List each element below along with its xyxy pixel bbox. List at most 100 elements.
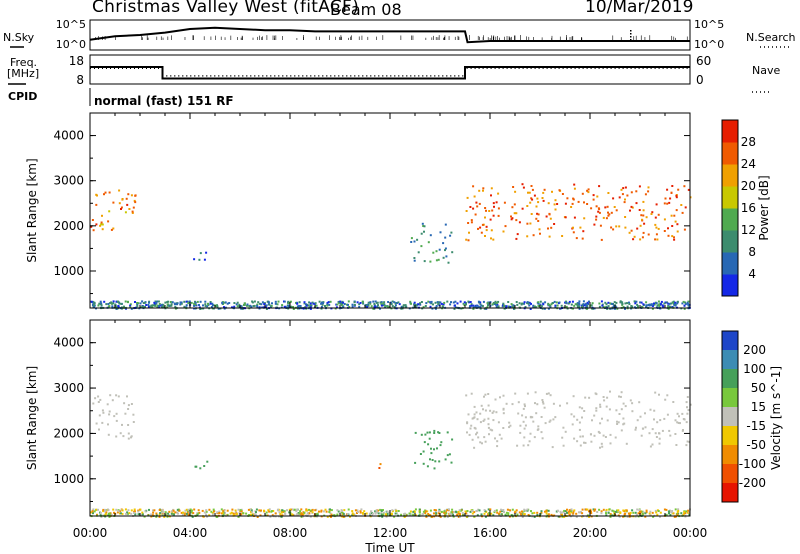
echo-cell xyxy=(503,304,506,307)
echo-cell xyxy=(217,307,220,310)
echo-cell xyxy=(286,509,288,512)
echo-cell xyxy=(380,512,383,515)
echo-cell xyxy=(642,214,645,217)
nsky-label: N.Sky xyxy=(3,31,35,44)
echo-cell xyxy=(558,301,561,304)
echo-cell xyxy=(477,436,480,439)
echo-cell xyxy=(477,508,480,511)
echo-cell xyxy=(659,302,662,305)
velocity-colorbar-tick: 100 xyxy=(743,362,766,376)
echo-cell xyxy=(101,214,103,217)
echo-cell xyxy=(496,303,499,306)
echo-cell xyxy=(109,394,112,397)
echo-cell xyxy=(251,301,254,304)
echo-cell xyxy=(604,436,607,438)
echo-cell xyxy=(581,508,584,511)
echo-cell xyxy=(144,301,147,304)
echo-cell xyxy=(250,305,253,308)
echo-cell xyxy=(436,301,439,304)
echo-cell xyxy=(386,510,389,513)
echo-cell xyxy=(541,197,544,199)
echo-cell xyxy=(502,509,505,511)
echo-cell xyxy=(599,446,601,449)
echo-cell xyxy=(169,301,172,303)
echo-cell xyxy=(329,512,332,515)
echo-cell xyxy=(166,515,169,518)
echo-cell xyxy=(536,197,539,200)
echo-cell xyxy=(124,211,127,214)
echo-cell xyxy=(229,512,232,515)
echo-cell xyxy=(161,514,164,517)
velocity-colorbar-tick: -100 xyxy=(739,457,766,471)
echo-cell xyxy=(541,399,544,401)
echo-cell xyxy=(673,236,675,239)
echo-cell xyxy=(118,302,121,305)
echo-cell xyxy=(484,440,487,443)
echo-cell xyxy=(563,509,566,512)
echo-cell xyxy=(568,513,571,516)
echo-cell xyxy=(677,188,680,191)
echo-cell xyxy=(477,300,480,303)
echo-cell xyxy=(655,233,658,236)
echo-cell xyxy=(185,300,188,303)
echo-cell xyxy=(97,304,100,307)
echo-cell xyxy=(424,433,427,436)
echo-cell xyxy=(112,300,115,303)
echo-cell xyxy=(386,512,389,515)
echo-cell xyxy=(511,403,514,406)
echo-cell xyxy=(626,302,628,305)
echo-cell xyxy=(413,259,416,262)
echo-cell xyxy=(542,402,545,405)
echo-cell xyxy=(437,431,440,434)
echo-cell xyxy=(276,303,279,306)
ytick-label: 4000 xyxy=(53,336,84,350)
echo-cell xyxy=(578,406,581,409)
echo-cell xyxy=(587,303,590,305)
echo-cell xyxy=(420,301,423,303)
echo-cell xyxy=(127,404,130,407)
echo-cell xyxy=(193,258,196,261)
echo-cell xyxy=(578,421,581,424)
echo-cell xyxy=(477,305,480,308)
echo-cell xyxy=(487,508,490,511)
echo-cell xyxy=(576,440,579,443)
echo-cell xyxy=(590,440,593,443)
echo-cell xyxy=(480,304,483,307)
nsky-series xyxy=(89,26,690,44)
echo-cell xyxy=(511,305,514,308)
echo-cell xyxy=(466,431,468,434)
echo-cell xyxy=(180,511,183,514)
echo-cell xyxy=(655,226,658,229)
echo-cell xyxy=(568,302,571,305)
echo-cell xyxy=(309,304,312,307)
echo-cell xyxy=(204,305,207,308)
echo-cell xyxy=(668,302,671,305)
echo-cell xyxy=(179,301,182,304)
echo-cell xyxy=(356,301,359,304)
echo-cell xyxy=(631,509,634,512)
echo-cell xyxy=(197,509,200,512)
plot-title: Christmas Valley West (fitACF) xyxy=(92,0,360,17)
echo-cell xyxy=(144,305,146,308)
echo-cell xyxy=(682,300,685,303)
echo-cell xyxy=(158,305,161,307)
echo-cell xyxy=(379,463,382,466)
echo-cell xyxy=(521,516,524,518)
echo-cell xyxy=(630,191,633,194)
echo-cell xyxy=(126,395,128,398)
echo-cell xyxy=(526,235,529,238)
echo-cell xyxy=(414,514,417,517)
echo-cell xyxy=(621,193,624,196)
echo-cell xyxy=(515,509,518,512)
echo-cell xyxy=(104,513,107,516)
echo-cell xyxy=(505,511,508,514)
echo-cell xyxy=(180,302,183,305)
echo-cell xyxy=(486,302,489,305)
echo-cell xyxy=(650,303,653,306)
echo-cell xyxy=(641,306,644,309)
echo-cell xyxy=(133,511,135,514)
echo-cell xyxy=(507,301,510,303)
echo-cell xyxy=(491,429,494,432)
echo-cell xyxy=(495,302,498,305)
echo-cell xyxy=(566,197,569,200)
